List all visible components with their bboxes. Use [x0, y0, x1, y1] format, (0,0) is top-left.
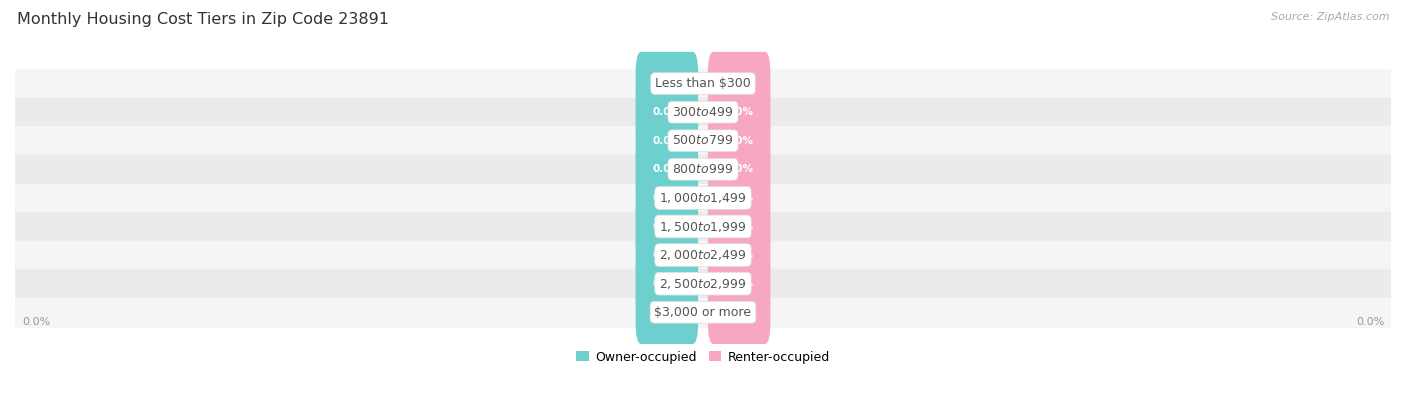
Text: $500 to $799: $500 to $799 [672, 134, 734, 147]
Text: 0.0%: 0.0% [652, 279, 682, 289]
Text: 0.0%: 0.0% [724, 193, 754, 203]
Bar [15, 183, 1391, 212]
Bar [15, 269, 1391, 298]
Text: 0.0%: 0.0% [724, 250, 754, 260]
Bar [15, 127, 1391, 155]
Bar [15, 298, 1391, 327]
FancyBboxPatch shape [707, 195, 770, 258]
Text: $1,000 to $1,499: $1,000 to $1,499 [659, 191, 747, 205]
Text: Monthly Housing Cost Tiers in Zip Code 23891: Monthly Housing Cost Tiers in Zip Code 2… [17, 12, 389, 27]
Bar [15, 69, 1391, 98]
Bar [15, 241, 1391, 269]
Text: 0.0%: 0.0% [652, 307, 682, 317]
Text: 0.0%: 0.0% [652, 193, 682, 203]
Text: 0.0%: 0.0% [652, 78, 682, 88]
Bar [15, 212, 1391, 241]
FancyBboxPatch shape [707, 223, 770, 287]
Text: Less than $300: Less than $300 [655, 77, 751, 90]
Text: $1,500 to $1,999: $1,500 to $1,999 [659, 220, 747, 234]
Text: $2,000 to $2,499: $2,000 to $2,499 [659, 248, 747, 262]
Bar [15, 98, 1391, 127]
Text: Source: ZipAtlas.com: Source: ZipAtlas.com [1271, 12, 1389, 22]
FancyBboxPatch shape [636, 252, 699, 315]
FancyBboxPatch shape [707, 109, 770, 173]
FancyBboxPatch shape [707, 252, 770, 315]
FancyBboxPatch shape [636, 138, 699, 201]
Text: $300 to $499: $300 to $499 [672, 106, 734, 119]
Text: 0.0%: 0.0% [652, 222, 682, 232]
FancyBboxPatch shape [707, 166, 770, 229]
FancyBboxPatch shape [636, 166, 699, 229]
Text: 0.0%: 0.0% [724, 222, 754, 232]
FancyBboxPatch shape [636, 109, 699, 173]
Text: $3,000 or more: $3,000 or more [655, 306, 751, 319]
FancyBboxPatch shape [707, 52, 770, 115]
Text: 0.0%: 0.0% [724, 164, 754, 174]
Text: 0.0%: 0.0% [724, 307, 754, 317]
Text: $2,500 to $2,999: $2,500 to $2,999 [659, 277, 747, 290]
FancyBboxPatch shape [636, 223, 699, 287]
FancyBboxPatch shape [636, 281, 699, 344]
Text: 0.0%: 0.0% [724, 279, 754, 289]
Text: 0.0%: 0.0% [724, 78, 754, 88]
FancyBboxPatch shape [636, 195, 699, 258]
FancyBboxPatch shape [707, 138, 770, 201]
Text: 0.0%: 0.0% [652, 164, 682, 174]
Text: 0.0%: 0.0% [1355, 317, 1384, 327]
Text: 0.0%: 0.0% [652, 250, 682, 260]
Text: 0.0%: 0.0% [652, 136, 682, 146]
FancyBboxPatch shape [707, 81, 770, 144]
FancyBboxPatch shape [636, 52, 699, 115]
FancyBboxPatch shape [707, 281, 770, 344]
Legend: Owner-occupied, Renter-occupied: Owner-occupied, Renter-occupied [571, 346, 835, 369]
Text: $800 to $999: $800 to $999 [672, 163, 734, 176]
Bar [15, 155, 1391, 183]
Text: 0.0%: 0.0% [724, 107, 754, 117]
Text: 0.0%: 0.0% [652, 107, 682, 117]
Text: 0.0%: 0.0% [22, 317, 51, 327]
FancyBboxPatch shape [636, 81, 699, 144]
Text: 0.0%: 0.0% [724, 136, 754, 146]
